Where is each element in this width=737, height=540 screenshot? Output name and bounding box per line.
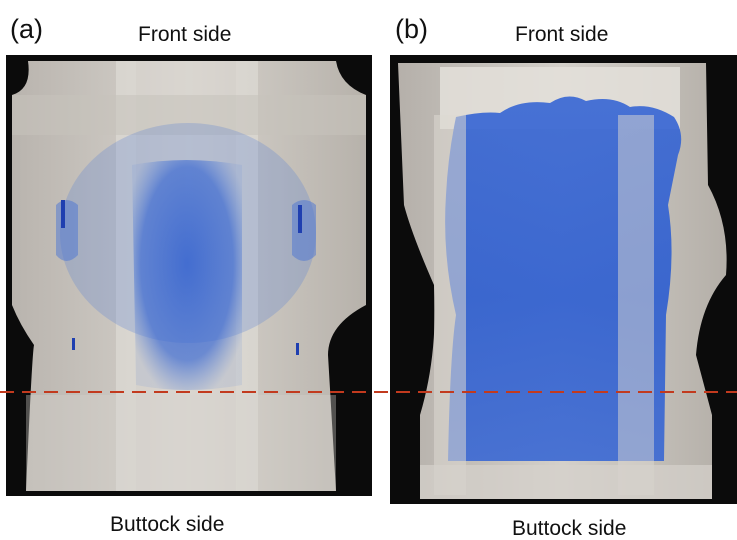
panel-a-left-mark xyxy=(61,200,65,228)
panel-b-left-light-strip xyxy=(434,115,466,495)
panel-a-right-stain xyxy=(292,200,316,261)
panel-a-buttock-side-label: Buttock side xyxy=(110,513,225,536)
panel-a-diaper-photo xyxy=(6,55,372,496)
panel-b-diaper-illustration xyxy=(398,63,727,499)
panel-b-buttock-side-label: Buttock side xyxy=(512,517,627,540)
panel-a-main-stain xyxy=(132,160,242,390)
panel-b-letter: (b) xyxy=(395,14,428,44)
panel-b-lower-band xyxy=(420,465,712,499)
panel-a-upper-band xyxy=(12,95,366,135)
panel-a-lower-right-mark xyxy=(296,343,299,355)
panel-a-lower-left-mark xyxy=(72,338,75,350)
panel-a-left-stain xyxy=(56,200,78,261)
panel-b-front-side-label: Front side xyxy=(515,23,609,46)
panel-a-diaper-illustration xyxy=(12,61,366,491)
panel-a-letter: (a) xyxy=(10,14,43,44)
panel-a-right-mark xyxy=(298,205,302,233)
panel-a-lower-band xyxy=(26,395,336,491)
panel-a-side-strip-left xyxy=(116,61,136,491)
panel-b-right-light-strip xyxy=(618,115,654,495)
panel-a-front-side-label: Front side xyxy=(138,23,232,46)
panel-b-diaper-photo xyxy=(390,55,737,504)
